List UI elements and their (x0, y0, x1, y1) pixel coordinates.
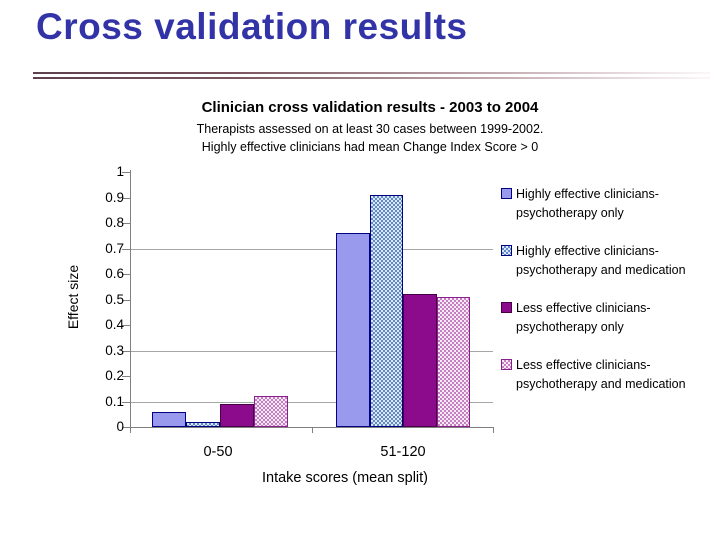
y-tick-label-0.4: 0.4 (105, 317, 124, 332)
y-axis-line (130, 170, 131, 428)
y-tick-mark-1 (122, 172, 130, 173)
bar-series1-cat1 (369, 194, 403, 427)
chart-subtitle-2: Highly effective clinicians had mean Cha… (201, 140, 539, 154)
y-tick-label-0.8: 0.8 (105, 215, 124, 230)
legend-label-0: Highly effective clinicians-psychotherap… (516, 187, 659, 220)
x-tick-mark-1 (312, 428, 313, 433)
title-rule-top (33, 72, 710, 74)
x-tick-mark-0 (130, 428, 131, 433)
bar-series2-cat1 (403, 294, 437, 427)
bar-series0-cat0 (152, 411, 186, 427)
y-tick-mark-0 (122, 427, 130, 428)
title-rule-bottom (33, 77, 710, 79)
bar-series0-cat1 (336, 233, 370, 427)
y-tick-label-0.3: 0.3 (105, 342, 124, 358)
bar-series3-cat1 (436, 296, 470, 427)
y-tick-label-0.2: 0.2 (105, 368, 124, 383)
x-axis-title: Intake scores (mean split) (261, 470, 428, 486)
y-tick-label-0.6: 0.6 (105, 266, 124, 281)
chart-title: Clinician cross validation results - 200… (201, 99, 539, 116)
y-tick-mark-0.9 (122, 197, 130, 199)
slide-title: Cross validation results (36, 6, 468, 47)
legend-label-1: Highly effective clinicians-psychotherap… (516, 244, 686, 277)
x-tick-mark-2 (493, 428, 494, 433)
gridline-0.3 (131, 350, 493, 352)
y-tick-label-1: 1 (116, 164, 124, 179)
legend-label-2: Less effective clinicians-psychotherapy … (516, 301, 651, 334)
y-tick-label-0.5: 0.5 (105, 291, 124, 307)
bar-series3-cat0 (254, 396, 288, 427)
bar-series2-cat0 (220, 404, 254, 427)
chart-subtitle-1: Therapists assessed on at least 30 cases… (196, 122, 544, 136)
x-axis-line (124, 427, 494, 428)
y-tick-mark-0.1 (122, 401, 130, 403)
legend-swatch-1 (501, 245, 512, 256)
y-tick-mark-0.5 (122, 299, 130, 301)
y-tick-mark-0.4 (122, 325, 130, 326)
y-tick-mark-0.3 (122, 350, 130, 352)
title-rule-top-gradient (33, 72, 710, 74)
y-tick-label-0.9: 0.9 (105, 189, 124, 205)
x-category-label-0: 0-50 (203, 444, 233, 460)
y-tick-label-0.1: 0.1 (105, 393, 124, 409)
title-rule-bottom-gradient (33, 77, 710, 79)
y-tick-label-0.7: 0.7 (105, 240, 124, 256)
gridline-0.1 (131, 401, 493, 403)
y-tick-mark-0.2 (122, 376, 130, 377)
legend-swatch-0 (501, 188, 512, 199)
legend-label-3: Less effective clinicians-psychotherapy … (516, 358, 686, 391)
legend-swatch-3 (501, 359, 512, 370)
y-tick-label-0: 0 (116, 419, 124, 434)
y-tick-mark-0.6 (122, 274, 130, 275)
y-tick-mark-0.8 (122, 223, 130, 224)
bar-series1-cat0 (186, 421, 220, 427)
gridline-0.7 (131, 248, 493, 250)
y-tick-mark-0.7 (122, 248, 130, 250)
x-category-label-1: 51-120 (380, 444, 426, 460)
legend-swatch-2 (501, 302, 512, 313)
